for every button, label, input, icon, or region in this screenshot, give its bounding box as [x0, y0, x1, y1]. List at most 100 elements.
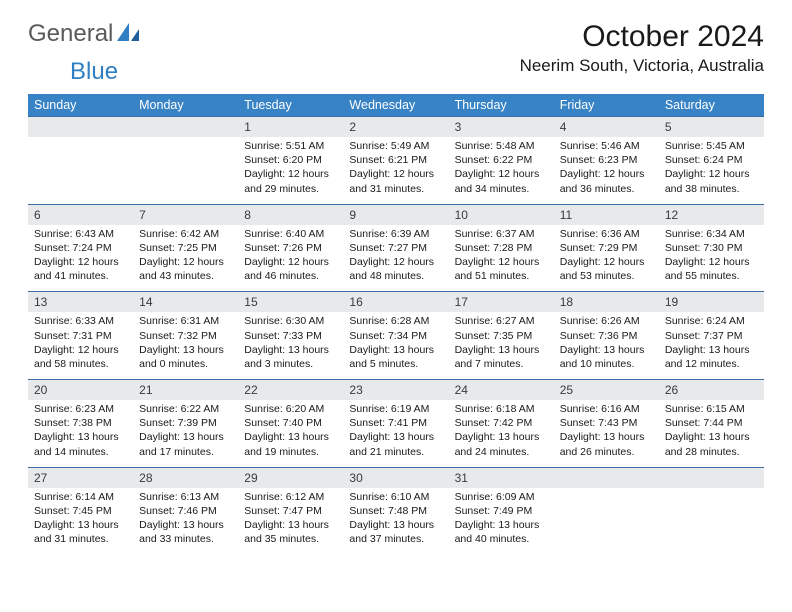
- day-info-row: Sunrise: 6:33 AMSunset: 7:31 PMDaylight:…: [28, 312, 764, 379]
- day-info-line: Daylight: 12 hours: [455, 255, 548, 269]
- day-info-line: Sunrise: 6:36 AM: [560, 227, 653, 241]
- day-info-line: Sunset: 6:21 PM: [349, 153, 442, 167]
- day-info-cell: Sunrise: 6:31 AMSunset: 7:32 PMDaylight:…: [133, 312, 238, 379]
- day-info-cell: [133, 137, 238, 204]
- day-number-cell: 7: [133, 204, 238, 225]
- day-info-line: Sunrise: 5:46 AM: [560, 139, 653, 153]
- day-info-cell: Sunrise: 6:40 AMSunset: 7:26 PMDaylight:…: [238, 225, 343, 292]
- day-number-cell: 6: [28, 204, 133, 225]
- day-info-line: Daylight: 13 hours: [139, 430, 232, 444]
- location-subtitle: Neerim South, Victoria, Australia: [520, 56, 764, 76]
- day-number-cell: 19: [659, 292, 764, 313]
- day-number-cell: 27: [28, 467, 133, 488]
- day-info-line: Sunrise: 5:51 AM: [244, 139, 337, 153]
- page-title: October 2024: [520, 20, 764, 54]
- day-number-cell: 24: [449, 380, 554, 401]
- day-of-week-header: Thursday: [449, 94, 554, 117]
- day-info-cell: Sunrise: 6:15 AMSunset: 7:44 PMDaylight:…: [659, 400, 764, 467]
- day-info-cell: Sunrise: 6:27 AMSunset: 7:35 PMDaylight:…: [449, 312, 554, 379]
- day-number-row: 2728293031: [28, 467, 764, 488]
- day-info-line: Sunset: 7:35 PM: [455, 329, 548, 343]
- day-info-cell: Sunrise: 6:09 AMSunset: 7:49 PMDaylight:…: [449, 488, 554, 555]
- day-info-line: Daylight: 13 hours: [665, 430, 758, 444]
- day-info-line: Sunset: 7:44 PM: [665, 416, 758, 430]
- day-number-cell: [554, 467, 659, 488]
- day-info-cell: Sunrise: 5:46 AMSunset: 6:23 PMDaylight:…: [554, 137, 659, 204]
- day-number-cell: 25: [554, 380, 659, 401]
- day-info-line: and 51 minutes.: [455, 269, 548, 283]
- day-info-line: Sunset: 7:38 PM: [34, 416, 127, 430]
- day-info-cell: Sunrise: 6:34 AMSunset: 7:30 PMDaylight:…: [659, 225, 764, 292]
- day-info-line: Sunrise: 6:16 AM: [560, 402, 653, 416]
- day-info-line: Sunset: 7:28 PM: [455, 241, 548, 255]
- day-info-line: Sunset: 6:24 PM: [665, 153, 758, 167]
- day-info-line: and 7 minutes.: [455, 357, 548, 371]
- day-info-cell: Sunrise: 6:42 AMSunset: 7:25 PMDaylight:…: [133, 225, 238, 292]
- day-info-line: and 5 minutes.: [349, 357, 442, 371]
- day-info-line: Sunset: 6:22 PM: [455, 153, 548, 167]
- day-info-line: Sunset: 7:49 PM: [455, 504, 548, 518]
- day-info-line: Sunset: 7:25 PM: [139, 241, 232, 255]
- day-info-line: Sunset: 7:41 PM: [349, 416, 442, 430]
- day-of-week-header: Monday: [133, 94, 238, 117]
- day-info-line: Sunrise: 6:30 AM: [244, 314, 337, 328]
- day-info-line: Daylight: 12 hours: [34, 343, 127, 357]
- day-info-cell: Sunrise: 6:36 AMSunset: 7:29 PMDaylight:…: [554, 225, 659, 292]
- day-info-line: Sunset: 7:30 PM: [665, 241, 758, 255]
- logo-text-general: General: [28, 20, 113, 48]
- day-info-line: and 19 minutes.: [244, 445, 337, 459]
- day-info-line: Daylight: 12 hours: [349, 167, 442, 181]
- day-number-cell: 10: [449, 204, 554, 225]
- day-info-line: Sunrise: 6:23 AM: [34, 402, 127, 416]
- day-info-line: and 14 minutes.: [34, 445, 127, 459]
- day-number-cell: 18: [554, 292, 659, 313]
- day-info-line: Daylight: 13 hours: [34, 430, 127, 444]
- calendar-table: SundayMondayTuesdayWednesdayThursdayFrid…: [28, 94, 764, 554]
- day-info-line: Daylight: 13 hours: [455, 343, 548, 357]
- day-info-row: Sunrise: 5:51 AMSunset: 6:20 PMDaylight:…: [28, 137, 764, 204]
- day-number-cell: 22: [238, 380, 343, 401]
- day-info-line: Sunrise: 6:43 AM: [34, 227, 127, 241]
- day-info-line: and 55 minutes.: [665, 269, 758, 283]
- day-info-line: and 46 minutes.: [244, 269, 337, 283]
- day-info-line: Sunrise: 6:13 AM: [139, 490, 232, 504]
- day-info-cell: Sunrise: 6:43 AMSunset: 7:24 PMDaylight:…: [28, 225, 133, 292]
- day-of-week-header: Saturday: [659, 94, 764, 117]
- day-info-line: and 0 minutes.: [139, 357, 232, 371]
- day-info-line: Daylight: 13 hours: [244, 518, 337, 532]
- day-info-line: Sunrise: 6:18 AM: [455, 402, 548, 416]
- day-info-line: Daylight: 13 hours: [244, 343, 337, 357]
- day-info-line: Daylight: 12 hours: [244, 167, 337, 181]
- day-info-line: and 48 minutes.: [349, 269, 442, 283]
- day-info-line: Daylight: 13 hours: [349, 518, 442, 532]
- day-info-line: Sunset: 7:43 PM: [560, 416, 653, 430]
- day-info-line: and 21 minutes.: [349, 445, 442, 459]
- day-number-cell: 31: [449, 467, 554, 488]
- day-info-cell: Sunrise: 6:13 AMSunset: 7:46 PMDaylight:…: [133, 488, 238, 555]
- day-number-cell: [133, 117, 238, 138]
- day-number-cell: 8: [238, 204, 343, 225]
- day-info-line: Sunrise: 6:42 AM: [139, 227, 232, 241]
- day-info-line: Sunrise: 6:33 AM: [34, 314, 127, 328]
- day-info-cell: [28, 137, 133, 204]
- day-info-line: Daylight: 12 hours: [244, 255, 337, 269]
- day-info-line: Daylight: 13 hours: [244, 430, 337, 444]
- day-info-line: Sunset: 7:46 PM: [139, 504, 232, 518]
- day-info-cell: Sunrise: 5:51 AMSunset: 6:20 PMDaylight:…: [238, 137, 343, 204]
- day-info-cell: Sunrise: 6:33 AMSunset: 7:31 PMDaylight:…: [28, 312, 133, 379]
- day-info-cell: Sunrise: 6:19 AMSunset: 7:41 PMDaylight:…: [343, 400, 448, 467]
- day-info-line: Sunset: 7:37 PM: [665, 329, 758, 343]
- day-info-line: and 29 minutes.: [244, 182, 337, 196]
- day-number-cell: 20: [28, 380, 133, 401]
- day-number-row: 12345: [28, 117, 764, 138]
- day-info-cell: Sunrise: 6:30 AMSunset: 7:33 PMDaylight:…: [238, 312, 343, 379]
- day-info-line: Daylight: 13 hours: [139, 518, 232, 532]
- day-info-line: Sunset: 7:42 PM: [455, 416, 548, 430]
- day-info-line: Sunrise: 6:28 AM: [349, 314, 442, 328]
- day-info-line: and 38 minutes.: [665, 182, 758, 196]
- day-number-cell: 1: [238, 117, 343, 138]
- day-info-line: and 35 minutes.: [244, 532, 337, 546]
- day-info-line: Sunset: 7:34 PM: [349, 329, 442, 343]
- day-of-week-header: Tuesday: [238, 94, 343, 117]
- day-info-line: Sunrise: 5:48 AM: [455, 139, 548, 153]
